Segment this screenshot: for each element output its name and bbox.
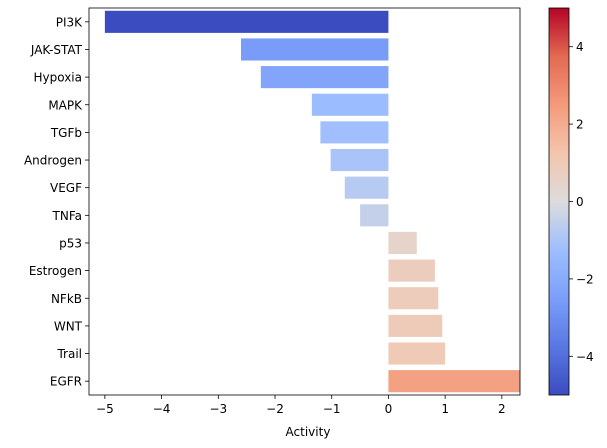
x-tick-label: −4 — [153, 402, 171, 416]
y-tick-label: NFkB — [51, 292, 82, 306]
x-tick-label: 1 — [441, 402, 449, 416]
bar-wnt — [388, 314, 443, 337]
y-tick-label: JAK-STAT — [30, 43, 83, 57]
bar-egfr — [388, 370, 520, 393]
y-tick-label: Hypoxia — [33, 71, 82, 85]
x-tick-label: 2 — [498, 402, 506, 416]
bar-estrogen — [388, 259, 435, 282]
bar-tnfa — [360, 204, 389, 227]
colorbar-tick-label: 2 — [576, 118, 584, 132]
y-tick-label: EGFR — [50, 375, 82, 389]
x-axis-label: Activity — [286, 425, 331, 439]
x-tick-label: −5 — [96, 402, 114, 416]
x-tick-label: −3 — [209, 402, 227, 416]
y-tick-label: MAPK — [48, 98, 83, 112]
plot-area: PI3K JAK-STAT Hypoxia MAPK TGFb Androgen VEGF T… — [24, 7, 521, 416]
colorbar-tick-label: 4 — [576, 40, 584, 54]
y-tick-label: Estrogen — [29, 264, 82, 278]
y-tick-label: VEGF — [50, 181, 82, 195]
x-tick-label: −1 — [323, 402, 341, 416]
y-tick-label: WNT — [54, 319, 83, 333]
bar-nfkb — [388, 287, 439, 310]
y-tick-label: p53 — [59, 236, 82, 250]
y-tick-label: Androgen — [24, 154, 82, 168]
bar-p53 — [388, 231, 417, 255]
y-tick-label: TNFa — [52, 209, 82, 223]
colorbar-tick-label: −4 — [576, 350, 594, 364]
y-tick-label: TGFb — [50, 126, 82, 140]
x-tick-label: 0 — [385, 402, 393, 416]
bar-mapk — [311, 93, 389, 116]
colorbar-gradient — [548, 7, 570, 396]
colorbar-tick-label: −2 — [576, 272, 594, 286]
colorbar-tick-label: 0 — [576, 195, 584, 209]
colorbar: 4 2 0 −2 −4 — [548, 7, 594, 396]
bar-jak-stat — [240, 38, 389, 61]
plot-frame — [88, 7, 521, 396]
bar-vegf — [344, 176, 389, 199]
bar-pi3k — [104, 10, 389, 33]
x-tick-label: −2 — [266, 402, 284, 416]
bar-trail — [388, 342, 446, 365]
bar-hypoxia — [260, 66, 389, 89]
bar-androgen — [330, 148, 389, 172]
bar-tgfb — [320, 121, 389, 144]
y-tick-label: PI3K — [56, 15, 83, 29]
y-tick-label: Trail — [56, 347, 82, 361]
